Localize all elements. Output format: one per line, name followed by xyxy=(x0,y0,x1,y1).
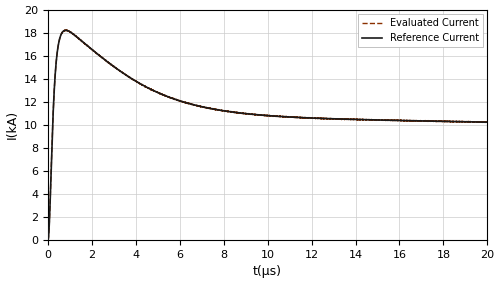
Reference Current xyxy=(484,120,490,124)
Line: Evaluated Current: Evaluated Current xyxy=(48,30,488,240)
Reference Current xyxy=(406,119,412,122)
X-axis label: t(μs): t(μs) xyxy=(253,266,282,278)
Reference Current xyxy=(331,117,337,120)
Reference Current xyxy=(373,118,379,122)
Reference Current xyxy=(213,108,219,111)
Evaluated Current xyxy=(62,28,68,32)
Reference Current xyxy=(308,116,314,120)
Reference Current xyxy=(63,29,69,32)
Evaluated Current xyxy=(373,118,379,122)
Evaluated Current xyxy=(45,238,51,242)
Evaluated Current xyxy=(308,116,314,120)
Reference Current xyxy=(125,75,131,78)
Evaluated Current xyxy=(406,119,412,122)
Evaluated Current xyxy=(331,118,337,121)
Legend: Evaluated Current, Reference Current: Evaluated Current, Reference Current xyxy=(358,14,482,47)
Reference Current xyxy=(45,239,51,242)
Line: Reference Current: Reference Current xyxy=(48,30,488,240)
Y-axis label: I(kA): I(kA) xyxy=(6,110,18,139)
Evaluated Current xyxy=(125,74,131,78)
Evaluated Current xyxy=(213,108,219,111)
Evaluated Current xyxy=(484,121,490,124)
Evaluated Current xyxy=(45,239,51,242)
